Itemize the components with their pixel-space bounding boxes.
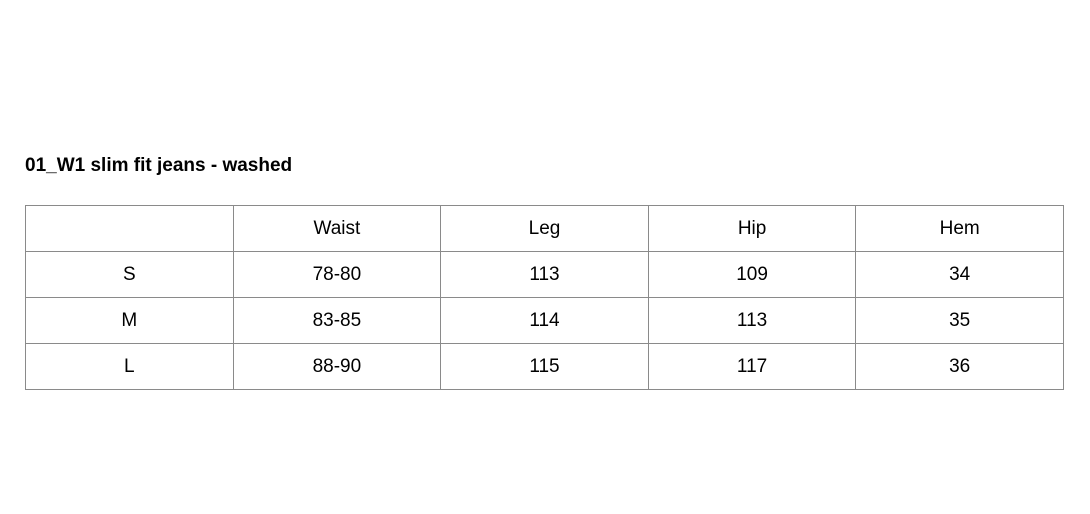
table-cell: 34 xyxy=(855,251,1064,298)
table-cell: L xyxy=(25,343,234,390)
header-cell: Leg xyxy=(440,205,649,252)
table-cell: 115 xyxy=(440,343,649,390)
header-cell: Hem xyxy=(855,205,1064,252)
table-cell: 35 xyxy=(855,297,1064,344)
table-cell: 83-85 xyxy=(232,297,442,344)
table-cell: 117 xyxy=(647,343,857,390)
table-cell: 36 xyxy=(855,343,1064,390)
table-row: M 83-85 114 113 35 xyxy=(25,297,1064,344)
table-cell: 113 xyxy=(647,297,857,344)
size-chart-table: Waist Leg Hip Hem S 78-80 113 109 34 M 83-85 114 113… xyxy=(25,205,1064,390)
table-cell: 88-90 xyxy=(232,343,442,390)
header-cell: Waist xyxy=(232,205,442,252)
table-cell: 113 xyxy=(440,251,649,298)
page-title: 01_W1 slim fit jeans - washed xyxy=(25,155,293,176)
header-row: Waist Leg Hip Hem xyxy=(25,205,1064,252)
table-cell: 78-80 xyxy=(232,251,442,298)
table-cell: M xyxy=(25,297,234,344)
table-row: S 78-80 113 109 34 xyxy=(25,251,1064,298)
header-cell xyxy=(25,205,234,252)
table-cell: 114 xyxy=(440,297,649,344)
table-cell: S xyxy=(25,251,234,298)
table-row: L 88-90 115 117 36 xyxy=(25,343,1064,390)
table-cell: 109 xyxy=(647,251,857,298)
header-cell: Hip xyxy=(647,205,857,252)
